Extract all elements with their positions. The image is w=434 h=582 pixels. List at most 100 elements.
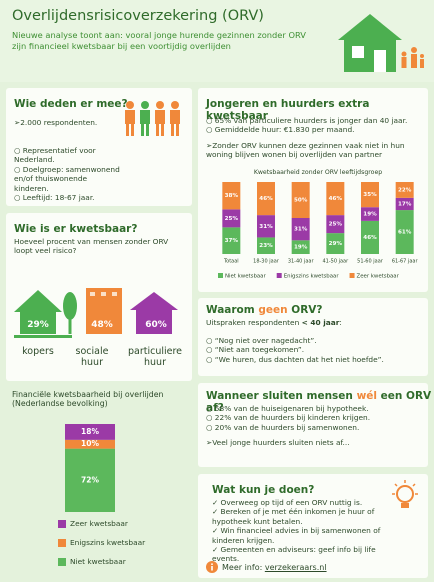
bar-segment <box>291 240 310 254</box>
chart-title: Kwetsbaarheid zonder ORV leeftijdsgroep <box>254 169 382 176</box>
legend-label: Zeer kwetsbaar <box>357 274 400 280</box>
value-label: 61% <box>398 230 412 236</box>
list-item: ✓ Bereken of je met één inkomen je huur … <box>212 507 375 526</box>
title: Overlijdensrisicoverzekering (ORV) <box>12 8 264 24</box>
heading-part: Waarom <box>206 304 259 316</box>
intro-part: < 40 jaar <box>301 318 340 327</box>
x-tick-label: Totaal <box>223 259 239 265</box>
legend-swatch <box>58 520 66 528</box>
bar-segment <box>65 439 115 449</box>
legend-swatch <box>218 273 223 278</box>
bar-segment <box>395 197 414 211</box>
list-item: ○ Leeftijd: 18-67 jaar. <box>14 193 95 203</box>
legend-swatch <box>58 539 66 547</box>
heading-part: Wanneer sluiten mensen <box>206 390 357 402</box>
info: Meer info: verzekeraars.nl <box>222 563 327 572</box>
intro-part: : <box>339 318 342 327</box>
value-label: 31% <box>294 227 308 233</box>
group-label: kopers <box>22 346 54 357</box>
quote: ○ “We huren, dus dachten dat het niet ho… <box>206 354 384 364</box>
list-item: ○ Representatief voor Nederland. <box>14 146 96 165</box>
bar-segment <box>395 210 414 254</box>
note: ➢Zonder ORV kunnen deze gezinnen vaak ni… <box>206 140 405 160</box>
list-item: ○ 65% van particuliere huurders is jonge… <box>206 116 408 125</box>
why-card <box>198 298 428 376</box>
list-item: ○ 58% van de huiseigenaren bij hypotheek… <box>206 404 369 413</box>
heading: Wie is er kwetsbaar? <box>14 223 138 235</box>
when-card <box>198 383 428 467</box>
heading: Wanneer sluiten mensen wél een ORV af? <box>206 390 434 414</box>
heading-part: wél <box>356 390 377 402</box>
list-item: ✓ Overweeg op tijd of een ORV nuttig is. <box>212 498 363 507</box>
legend-label: Zeer kwetsbaar <box>70 519 129 528</box>
list-item: ○ 20% van de huurders bij samenwonen. <box>206 422 360 432</box>
legend-swatch <box>349 273 355 278</box>
bar-segment <box>361 207 379 221</box>
lightbulb-icon <box>392 480 418 508</box>
bar-segment <box>291 182 310 218</box>
value-label: 18% <box>81 427 99 436</box>
list-item: ○ Doelgroep: samenwonend en/of thuiswone… <box>14 164 120 193</box>
housing-icons <box>14 288 178 338</box>
bar-segment <box>326 182 345 216</box>
bar-segment <box>222 182 241 210</box>
heading: Jongeren en huurders extra kwetsbaar <box>206 98 370 122</box>
percent: 29% <box>27 320 49 330</box>
value-label: 35% <box>363 192 377 198</box>
house-icon <box>338 14 424 72</box>
note: ➢Veel jonge huurders sluiten niets af... <box>206 438 350 448</box>
people-icon <box>125 101 180 136</box>
value-label: 19% <box>294 245 308 251</box>
value-label: 37% <box>225 238 239 244</box>
x-tick-label: 31-40 jaar <box>288 259 315 265</box>
value-label: 46% <box>329 196 343 202</box>
value-label: 29% <box>329 241 343 247</box>
action-card <box>198 474 428 578</box>
legend-label: Enigszins kwetsbaar <box>284 274 340 280</box>
legend-label: Niet kwetsbaar <box>70 557 127 566</box>
list-item: ○ Gemiddelde huur: €1.830 per maand. <box>206 125 355 135</box>
heading: Wie deden er mee? <box>14 98 128 110</box>
list-item: ✓ Gemeenten en adviseurs: geef info bij … <box>212 545 376 564</box>
list: ○ Representatief voor Nederland. ○ Doelg… <box>14 146 124 202</box>
text: Hoeveel procent van mensen zonder ORV lo… <box>14 237 169 256</box>
legend-label: Niet kwetsbaar <box>225 274 266 280</box>
list: ○ “Nog niet over nagedacht”. ○ “Niet aan… <box>206 336 422 364</box>
info-label: Meer info: <box>222 563 265 572</box>
value-label: 38% <box>225 193 239 199</box>
group-label: sociale huur <box>75 346 109 368</box>
bar-segment <box>326 233 345 254</box>
quote: ○ “Niet aan toegekomen”. <box>206 345 305 355</box>
intro-part: Uitspraken respondenten <box>206 318 302 327</box>
percent: 48% <box>91 320 113 330</box>
text: ➢2.000 respondenten. <box>14 118 98 127</box>
list-item: ✓ Win financieel advies in bij samenwone… <box>212 526 381 545</box>
value-label: 46% <box>259 196 273 202</box>
bar-segment <box>257 237 275 254</box>
bar-segment <box>326 215 345 234</box>
value-label: 50% <box>294 198 308 204</box>
percent: 60% <box>145 320 167 330</box>
bar-segment <box>361 182 379 208</box>
bar-segment <box>65 448 115 512</box>
bar-segment <box>395 182 414 198</box>
intro: Uitspraken respondenten < 40 jaar: <box>206 318 342 327</box>
bar-segment <box>257 215 275 238</box>
list: ○ 58% van de huiseigenaren bij hypotheek… <box>206 404 422 448</box>
list-item: ○ 22% van de huurders bij kinderen krijg… <box>206 413 371 423</box>
value-label: 25% <box>225 216 239 222</box>
bar-segment <box>257 182 275 216</box>
heading: Wat kun je doen? <box>212 484 315 496</box>
value-label: 31% <box>259 224 273 230</box>
bar-segment <box>361 220 379 254</box>
value-label: 10% <box>81 439 99 448</box>
bar-segment <box>65 424 115 440</box>
chart-title: Financiële kwetsbaarheid bij overlijden … <box>12 390 164 409</box>
value-label: 72% <box>81 475 99 484</box>
x-tick-label: 51-60 jaar <box>357 259 384 265</box>
value-label: 46% <box>363 235 377 241</box>
info-link[interactable]: verzekeraars.nl <box>264 563 327 572</box>
quote: ○ “Nog niet over nagedacht”. <box>206 336 317 345</box>
value-label: 17% <box>398 201 412 207</box>
